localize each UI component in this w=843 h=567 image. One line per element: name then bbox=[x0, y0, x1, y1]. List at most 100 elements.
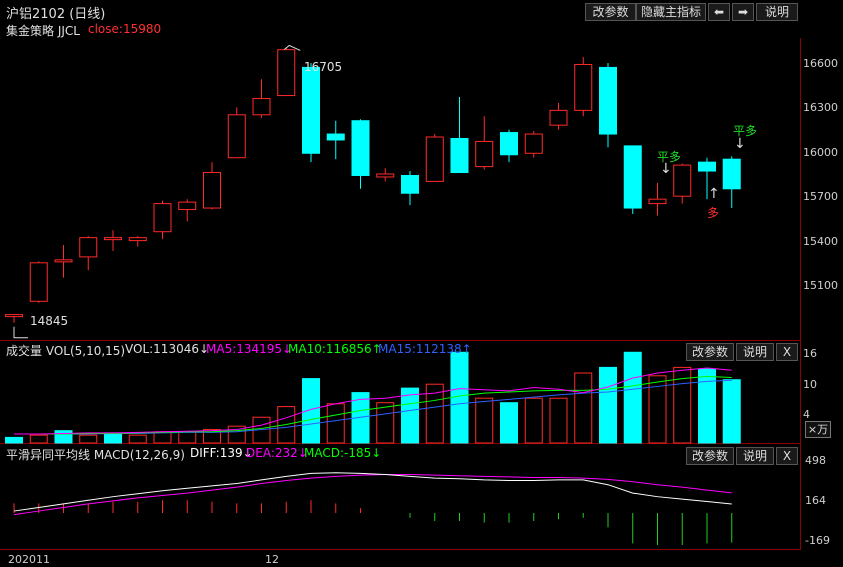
volume-indicator-name: 成交量 VOL(5,10,15) bbox=[6, 344, 126, 358]
volume-bar bbox=[79, 434, 98, 444]
candle-body bbox=[302, 66, 320, 154]
volume-help-button[interactable]: 说明 bbox=[736, 343, 774, 361]
high-marker-line bbox=[283, 44, 301, 51]
volume-bar bbox=[326, 403, 345, 444]
volume-bar bbox=[128, 434, 147, 444]
candle-body bbox=[203, 172, 221, 209]
candle-body bbox=[326, 133, 345, 141]
candle-body bbox=[450, 137, 469, 174]
signal-close-long: 平多 bbox=[733, 124, 758, 138]
main-panel-frame bbox=[0, 38, 801, 341]
price-tick: 16600 bbox=[803, 57, 838, 70]
price-tick: 15100 bbox=[803, 279, 838, 292]
candle-body bbox=[5, 314, 23, 318]
candle-body bbox=[54, 259, 73, 263]
high-price-label: 16705 bbox=[304, 60, 343, 74]
volume-close-button[interactable]: X bbox=[776, 343, 798, 361]
candle-body bbox=[128, 237, 147, 242]
volume-value: VOL:113046↓ bbox=[125, 342, 210, 356]
signal-down-arrow: ↓ bbox=[734, 136, 746, 152]
signal-up-arrow: ↑ bbox=[708, 186, 720, 202]
volume-bar bbox=[203, 429, 221, 444]
candle-body bbox=[425, 136, 444, 182]
window-title: 沪铝2102 (日线) bbox=[6, 7, 106, 22]
help-button[interactable]: 说明 bbox=[756, 3, 798, 21]
macd-help-button[interactable]: 说明 bbox=[736, 447, 774, 465]
volume-bar bbox=[500, 402, 518, 444]
volume-bar bbox=[5, 436, 23, 444]
volume-bar bbox=[302, 378, 320, 444]
ma10-line bbox=[14, 375, 732, 435]
signal-close-long: 平多 bbox=[657, 150, 682, 164]
volume-bar bbox=[698, 368, 716, 444]
volume-bar bbox=[599, 366, 617, 444]
volume-bar bbox=[450, 351, 469, 444]
volume-bar bbox=[648, 375, 667, 444]
macd-change-params-button[interactable]: 改参数 bbox=[686, 447, 734, 465]
volume-bar bbox=[549, 397, 568, 444]
candle-body bbox=[104, 237, 122, 241]
volume-tick: 16 bbox=[803, 347, 817, 360]
candle-body bbox=[623, 145, 642, 209]
candle-body bbox=[475, 140, 494, 168]
volume-tick: 4 bbox=[803, 408, 810, 421]
ma15-value: MA15:112138↑ bbox=[378, 342, 472, 356]
signal-down-arrow: ↓ bbox=[660, 161, 672, 177]
candle-body bbox=[500, 132, 518, 156]
ma5-line bbox=[14, 367, 732, 435]
candle-body bbox=[673, 164, 692, 197]
candle-body bbox=[574, 63, 593, 111]
candle-body bbox=[599, 66, 617, 135]
candle-body bbox=[29, 262, 48, 302]
low-price-label: 14845 bbox=[30, 314, 69, 328]
candle-body bbox=[79, 237, 98, 258]
candle-body bbox=[178, 201, 197, 211]
close-value-label: close:15980 bbox=[88, 22, 162, 36]
candle-body bbox=[277, 49, 296, 97]
candle-body bbox=[376, 173, 395, 178]
candle-body bbox=[227, 114, 246, 159]
volume-bar bbox=[376, 402, 395, 444]
macd-tick: -169 bbox=[805, 534, 830, 547]
volume-bar bbox=[475, 397, 494, 444]
volume-bar bbox=[104, 432, 122, 444]
volume-change-params-button[interactable]: 改参数 bbox=[686, 343, 734, 361]
candle-body bbox=[401, 174, 419, 194]
volume-bar bbox=[54, 430, 73, 444]
volume-bar bbox=[178, 431, 197, 444]
diff-line bbox=[13, 472, 732, 512]
dea-line bbox=[13, 474, 732, 516]
candle-body bbox=[698, 161, 716, 172]
volume-bar bbox=[425, 383, 444, 444]
macd-tick: 164 bbox=[805, 494, 826, 507]
candle-body bbox=[351, 120, 370, 176]
candle-body bbox=[524, 133, 543, 154]
right-arrow-button[interactable]: ➡ bbox=[732, 3, 754, 21]
price-tick: 15700 bbox=[803, 190, 838, 203]
price-tick: 16300 bbox=[803, 101, 838, 114]
hide-indicator-button[interactable]: 隐藏主指标 bbox=[636, 3, 706, 21]
macd-close-button[interactable]: X bbox=[776, 447, 798, 465]
volume-panel-frame bbox=[0, 341, 801, 444]
candle-body bbox=[722, 158, 741, 190]
volume-tick: 10 bbox=[803, 378, 817, 391]
volume-unit-button[interactable]: ×万 bbox=[805, 421, 831, 438]
dea-value: DEA:232↓ bbox=[246, 446, 308, 460]
ma5-value: MA5:134195↓ bbox=[206, 342, 293, 356]
diff-value: DIFF:139↓ bbox=[190, 446, 253, 460]
macd-indicator-name: 平滑异同平均线 MACD(12,26,9) bbox=[6, 448, 185, 462]
x-axis-label: 12 bbox=[265, 553, 279, 566]
low-marker-line bbox=[13, 326, 28, 339]
strategy-label: 集金策略 JJCL bbox=[6, 24, 80, 38]
left-arrow-button[interactable]: ⬅ bbox=[708, 3, 730, 21]
candle-body bbox=[153, 203, 172, 233]
volume-bar bbox=[524, 397, 543, 444]
signal-long: 多 bbox=[707, 206, 720, 220]
volume-bar bbox=[623, 351, 642, 444]
candle-body bbox=[648, 198, 667, 205]
change-params-button[interactable]: 改参数 bbox=[585, 3, 636, 21]
macd-value: MACD:-185↓ bbox=[304, 446, 382, 460]
price-tick: 15400 bbox=[803, 235, 838, 248]
ma10-value: MA10:116856↑ bbox=[288, 342, 382, 356]
